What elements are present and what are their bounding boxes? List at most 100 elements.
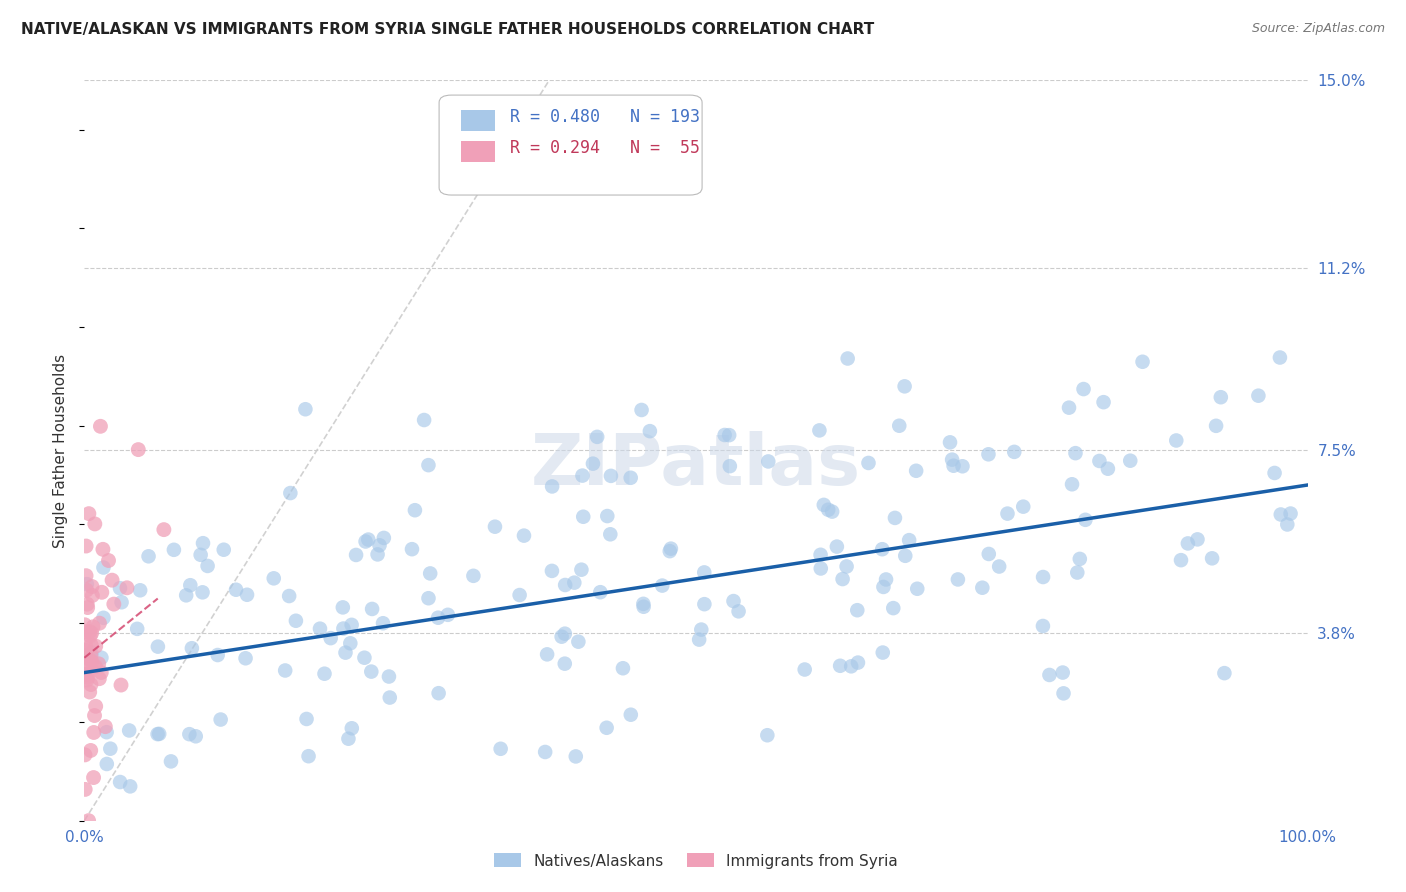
Point xyxy=(1277,517,1299,532)
Point xyxy=(858,456,880,470)
Point xyxy=(76,673,98,687)
Point xyxy=(90,585,112,599)
Point xyxy=(589,585,612,599)
Point xyxy=(76,583,98,598)
Point xyxy=(295,712,318,726)
Point xyxy=(225,582,247,597)
Point xyxy=(77,814,100,828)
Point xyxy=(280,486,302,500)
Point xyxy=(565,749,588,764)
Point xyxy=(693,597,716,611)
FancyBboxPatch shape xyxy=(461,141,495,161)
Point xyxy=(89,616,111,631)
Point xyxy=(110,595,132,609)
Point xyxy=(83,725,105,739)
Point xyxy=(79,685,101,699)
Point xyxy=(76,597,98,611)
Point xyxy=(75,667,97,681)
Point xyxy=(837,351,859,366)
Point xyxy=(633,599,655,614)
Point xyxy=(367,548,389,562)
Point xyxy=(1088,454,1111,468)
Point xyxy=(620,471,643,485)
Point xyxy=(690,623,713,637)
Point xyxy=(651,578,673,592)
Point xyxy=(83,771,105,785)
Point xyxy=(554,578,576,592)
Text: R = 0.480   N = 193: R = 0.480 N = 193 xyxy=(510,108,700,127)
Point xyxy=(378,669,401,683)
Point xyxy=(586,430,609,444)
Point xyxy=(893,379,915,393)
Point xyxy=(437,607,460,622)
Point xyxy=(571,468,593,483)
Point xyxy=(127,622,149,636)
Point xyxy=(942,458,965,473)
Point xyxy=(90,665,112,680)
Point xyxy=(138,549,160,564)
Point xyxy=(263,571,285,585)
Point xyxy=(427,686,450,700)
Point xyxy=(633,597,655,611)
Point xyxy=(894,549,917,563)
Point xyxy=(184,729,207,743)
Point xyxy=(1187,533,1209,547)
Point xyxy=(1170,553,1192,567)
Point xyxy=(713,428,735,442)
Point xyxy=(808,423,831,437)
Point xyxy=(1264,466,1286,480)
Point xyxy=(97,553,120,567)
Point xyxy=(693,566,716,580)
Point xyxy=(84,659,107,673)
Legend: Natives/Alaskans, Immigrants from Syria: Natives/Alaskans, Immigrants from Syria xyxy=(494,854,898,869)
Point xyxy=(810,561,832,575)
Point xyxy=(1132,355,1154,369)
Point xyxy=(1201,551,1223,566)
Point xyxy=(1012,500,1035,514)
Point xyxy=(463,569,485,583)
Point xyxy=(80,655,103,669)
Point xyxy=(84,639,107,653)
Point xyxy=(835,559,858,574)
Point xyxy=(340,618,363,632)
Point xyxy=(82,620,104,634)
Point xyxy=(550,630,572,644)
Point xyxy=(1247,389,1270,403)
Point xyxy=(75,782,97,797)
Point xyxy=(80,677,103,691)
Point xyxy=(235,651,257,665)
Point xyxy=(1119,453,1142,467)
Point xyxy=(332,622,354,636)
Point xyxy=(361,602,384,616)
Point xyxy=(793,663,815,677)
Point xyxy=(80,638,103,652)
Point xyxy=(371,616,394,631)
Point xyxy=(339,636,361,650)
Point xyxy=(146,640,169,654)
Point xyxy=(1002,445,1025,459)
Point xyxy=(79,629,101,643)
Point xyxy=(872,646,894,660)
Point xyxy=(297,749,319,764)
Point xyxy=(1032,570,1054,584)
Point xyxy=(846,603,869,617)
Point xyxy=(89,672,111,686)
Point xyxy=(509,588,531,602)
Point xyxy=(884,511,907,525)
Point xyxy=(84,699,107,714)
Point xyxy=(236,588,259,602)
Text: NATIVE/ALASKAN VS IMMIGRANTS FROM SYRIA SINGLE FATHER HOUSEHOLDS CORRELATION CHA: NATIVE/ALASKAN VS IMMIGRANTS FROM SYRIA … xyxy=(21,22,875,37)
Point xyxy=(146,727,169,741)
Point xyxy=(875,573,897,587)
Point xyxy=(1064,446,1087,460)
Point xyxy=(77,652,100,666)
Point xyxy=(1069,552,1091,566)
Point xyxy=(129,583,152,598)
Point xyxy=(1177,536,1199,550)
Point xyxy=(905,464,928,478)
Point xyxy=(484,519,506,533)
Point xyxy=(1074,513,1097,527)
Point xyxy=(73,667,96,681)
Point xyxy=(378,690,401,705)
Point xyxy=(872,580,894,594)
